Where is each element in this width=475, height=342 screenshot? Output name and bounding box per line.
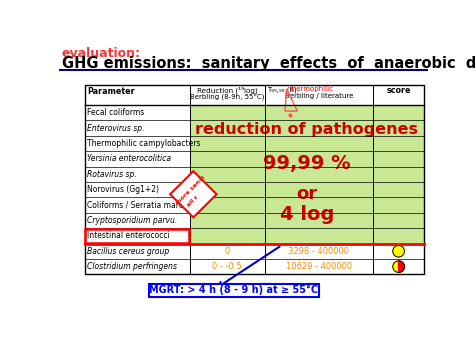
Text: score: score [386,87,411,95]
Text: Intestinal enterococci: Intestinal enterococci [87,231,170,240]
Text: 0: 0 [225,247,230,256]
Text: Berbling (8-9h, 55°C): Berbling (8-9h, 55°C) [190,93,265,101]
Text: all r: all r [186,195,199,208]
Text: 99,99 %: 99,99 % [263,154,351,173]
Text: Norovirus (Gg1+2): Norovirus (Gg1+2) [87,185,159,194]
Text: thermophilic: thermophilic [290,87,333,92]
Text: evaluation:: evaluation: [62,47,141,60]
Text: more sensi: more sensi [175,175,206,206]
Text: Berbling / literature: Berbling / literature [285,93,353,100]
Text: T₉₉,₉₉ (h): T₉₉,₉₉ (h) [267,87,299,93]
Text: Rotavirus sp.: Rotavirus sp. [87,170,137,179]
Polygon shape [170,171,217,218]
Text: Coliforms / Serratia marc.: Coliforms / Serratia marc. [87,200,186,210]
Text: 4 log: 4 log [280,205,334,224]
Text: Parameter: Parameter [87,87,135,96]
Bar [85,85,424,274]
Text: Thermophilic campylobacters: Thermophilic campylobacters [87,139,201,148]
Bar [190,105,424,244]
Text: Clostridium perfringens: Clostridium perfringens [87,262,177,271]
Polygon shape [399,261,404,273]
Text: Reduction (¹⁹log): Reduction (¹⁹log) [197,87,257,94]
Bar [149,284,319,297]
Text: Yersinia enterocolitica: Yersinia enterocolitica [87,154,171,163]
Text: GHG emissions:  sanitary  effects  of  anaerobic  digestion: GHG emissions: sanitary effects of anaer… [62,56,475,71]
Circle shape [393,246,404,257]
Bar [86,228,189,243]
Circle shape [393,261,404,273]
Text: Fecal coliforms: Fecal coliforms [87,108,144,117]
Text: 0 - -0.5: 0 - -0.5 [212,262,242,271]
Text: or: or [296,185,317,203]
Text: MGRT: > 4 h (8 - 9 h) at ≥ 55°C: MGRT: > 4 h (8 - 9 h) at ≥ 55°C [149,285,318,295]
Text: 10629 - 400000: 10629 - 400000 [286,262,352,271]
Text: Bacillus cereus group: Bacillus cereus group [87,247,170,256]
Text: Cryptosporidium parvu.: Cryptosporidium parvu. [87,216,178,225]
Text: Enterovirus sp.: Enterovirus sp. [87,123,145,133]
Text: reduction of pathogenes: reduction of pathogenes [195,122,418,137]
Text: 3298 - 400000: 3298 - 400000 [288,247,349,256]
